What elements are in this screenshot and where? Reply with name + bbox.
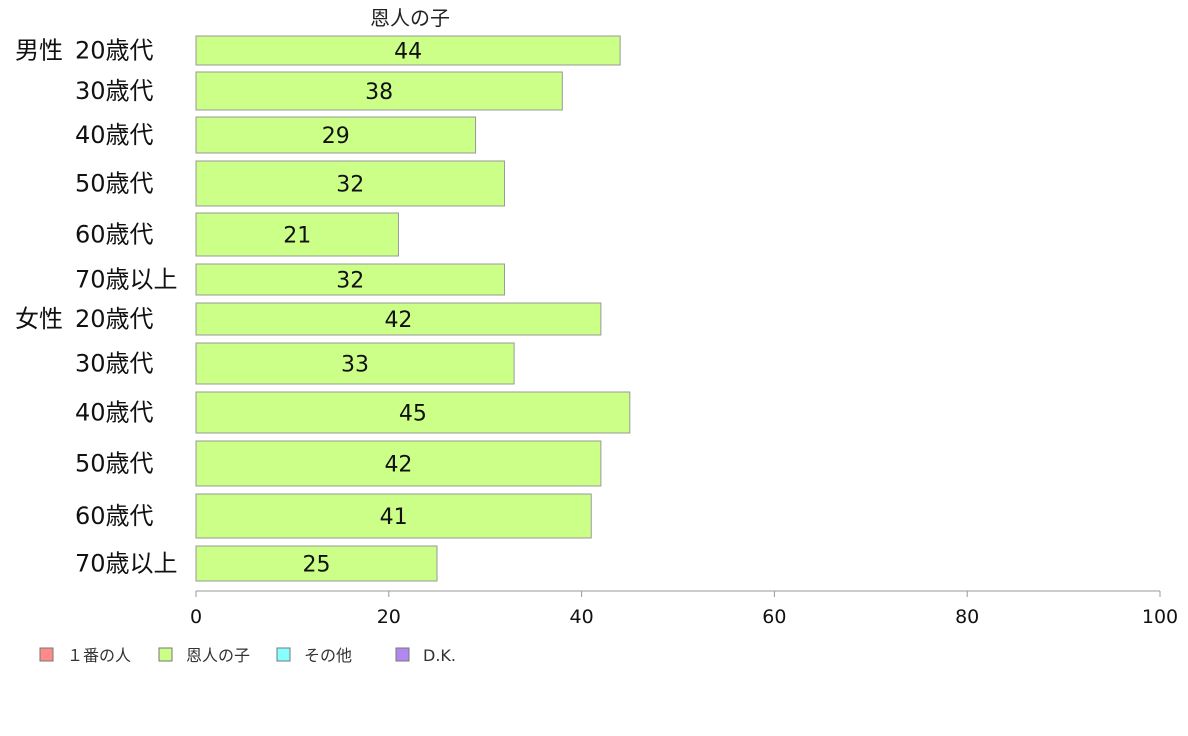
bar <box>195 302 602 336</box>
bar <box>195 391 631 434</box>
x-tick-label: 60 <box>762 606 786 628</box>
bar <box>195 160 505 207</box>
legend-label: その他 <box>304 646 352 665</box>
legend: １番の人 恩人の子 その他 D.K. <box>39 646 456 665</box>
x-tick-label: 0 <box>190 606 202 628</box>
bar-value-label: 42 <box>384 308 412 333</box>
bar-value-label: 41 <box>380 505 408 530</box>
category-label: 60歳代 <box>75 221 154 249</box>
bar-value-label: 44 <box>394 40 422 65</box>
x-tick-label: 20 <box>377 606 401 628</box>
bar-value-label: 29 <box>322 124 350 149</box>
legend-swatch <box>39 647 54 662</box>
category-label: 50歳代 <box>75 170 154 198</box>
bar-value-label: 42 <box>384 453 412 478</box>
category-label: 40歳代 <box>75 399 154 427</box>
bar-value-label: 38 <box>365 80 393 105</box>
bar-value-label: 25 <box>303 553 331 578</box>
bar <box>195 212 399 257</box>
category-label: 20歳代 <box>75 37 154 65</box>
x-axis: 0 20 40 60 80 100 <box>190 590 1178 628</box>
bar <box>195 545 438 582</box>
group-label: 男性 <box>15 37 63 65</box>
chart-title: 恩人の子 <box>370 6 450 30</box>
bar-value-label: 45 <box>399 402 427 427</box>
row-labels-layer: 20歳代 30歳代 40歳代 50歳代 60歳代 70歳以上 20歳代 30歳代 40歳代 50歳… <box>15 37 178 578</box>
bar-value-label: 33 <box>341 353 369 378</box>
legend-swatch <box>276 647 291 662</box>
legend-swatch <box>395 647 410 662</box>
bar <box>195 71 563 111</box>
bar <box>195 35 621 66</box>
legend-label: １番の人 <box>67 646 131 665</box>
bar <box>195 342 515 385</box>
bar <box>195 263 505 296</box>
bar-value-label: 32 <box>336 269 364 294</box>
category-label: 30歳代 <box>75 77 154 105</box>
category-label: 70歳以上 <box>75 266 178 294</box>
category-label: 30歳代 <box>75 350 154 378</box>
bar-value-label: 21 <box>283 224 311 249</box>
bar-value-label: 32 <box>336 173 364 198</box>
group-label: 女性 <box>15 305 63 333</box>
category-label: 40歳代 <box>75 121 154 149</box>
category-label: 70歳以上 <box>75 550 178 578</box>
bar <box>195 493 592 539</box>
category-label: 20歳代 <box>75 305 154 333</box>
bar <box>195 440 602 487</box>
legend-label: 恩人の子 <box>186 646 250 665</box>
category-label: 60歳代 <box>75 502 154 530</box>
x-tick-label: 40 <box>570 606 594 628</box>
x-tick-label: 100 <box>1142 606 1178 628</box>
legend-label: D.K. <box>423 646 456 665</box>
x-tick-label: 80 <box>955 606 979 628</box>
category-label: 50歳代 <box>75 450 154 478</box>
bar <box>195 116 477 154</box>
legend-swatch <box>158 647 173 662</box>
